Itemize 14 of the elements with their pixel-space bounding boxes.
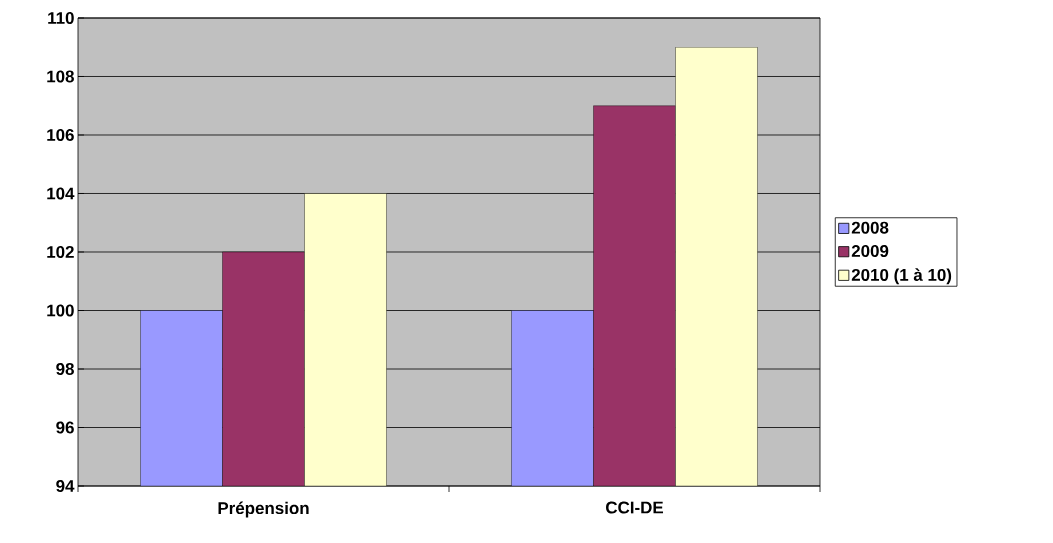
y-tick-label: 110: [48, 12, 74, 24]
y-tick-label: 100: [47, 304, 74, 317]
legend-label: 2008: [851, 221, 889, 234]
y-tick-label: 104: [47, 187, 75, 200]
y-tick-label: 106: [47, 129, 74, 141]
y-tick-label: 108: [47, 70, 74, 83]
y-tick-label: 102: [47, 246, 74, 258]
legend-label: 2010 (1 à 10): [851, 268, 952, 285]
y-tick-label: 96: [56, 421, 74, 434]
x-tick-label: Prépension: [218, 501, 309, 518]
y-tick-label: 98: [56, 363, 74, 375]
y-tick-label: 94: [56, 480, 75, 492]
legend-label: 2009: [851, 245, 889, 258]
x-tick-label: CCI-DE: [606, 501, 664, 514]
